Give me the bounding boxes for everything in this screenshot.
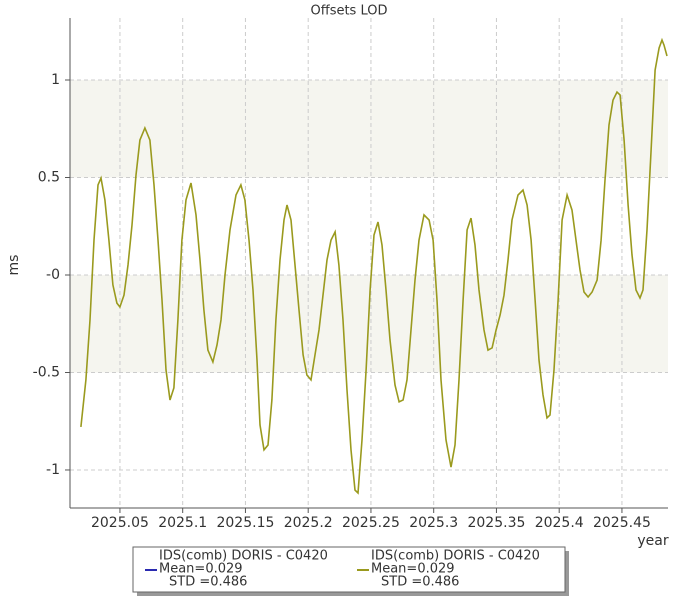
- legend-name: IDS(comb) DORIS - C0420: [159, 549, 328, 564]
- y-tick-label: -1: [46, 462, 60, 478]
- x-tick-label: 2025.05: [91, 515, 149, 531]
- y-tick-label: 1: [51, 72, 60, 88]
- x-tick-label: 2025.4: [535, 515, 584, 531]
- x-tick-label: 2025.35: [467, 515, 525, 531]
- y-tick-label: -0.5: [33, 364, 60, 380]
- series-line: [80, 37, 668, 495]
- x-tick-label: 2025.1: [158, 515, 207, 531]
- chart-title: Offsets LOD: [311, 4, 388, 19]
- x-tick-label: 2025.25: [342, 515, 400, 531]
- band: [70, 80, 668, 178]
- y-axis-label: ms: [6, 255, 22, 276]
- y-tick-label: -0: [46, 267, 60, 283]
- x-tick-label: 2025.45: [593, 515, 651, 531]
- legend-std: STD =0.486: [169, 575, 247, 590]
- x-tick-label: 2025.2: [284, 515, 333, 531]
- legend-mean: Mean=0.029: [159, 562, 243, 577]
- x-tick-label: 2025.15: [216, 515, 274, 531]
- x-axis-label: year: [637, 533, 668, 549]
- legend-std: STD =0.486: [381, 575, 459, 590]
- legend-box: [132, 546, 566, 593]
- x-tick-label: 2025.3: [409, 515, 458, 531]
- y-tick-label: 0.5: [38, 169, 60, 185]
- legend-name: IDS(comb) DORIS - C0420: [371, 549, 540, 564]
- legend-mean: Mean=0.029: [371, 562, 455, 577]
